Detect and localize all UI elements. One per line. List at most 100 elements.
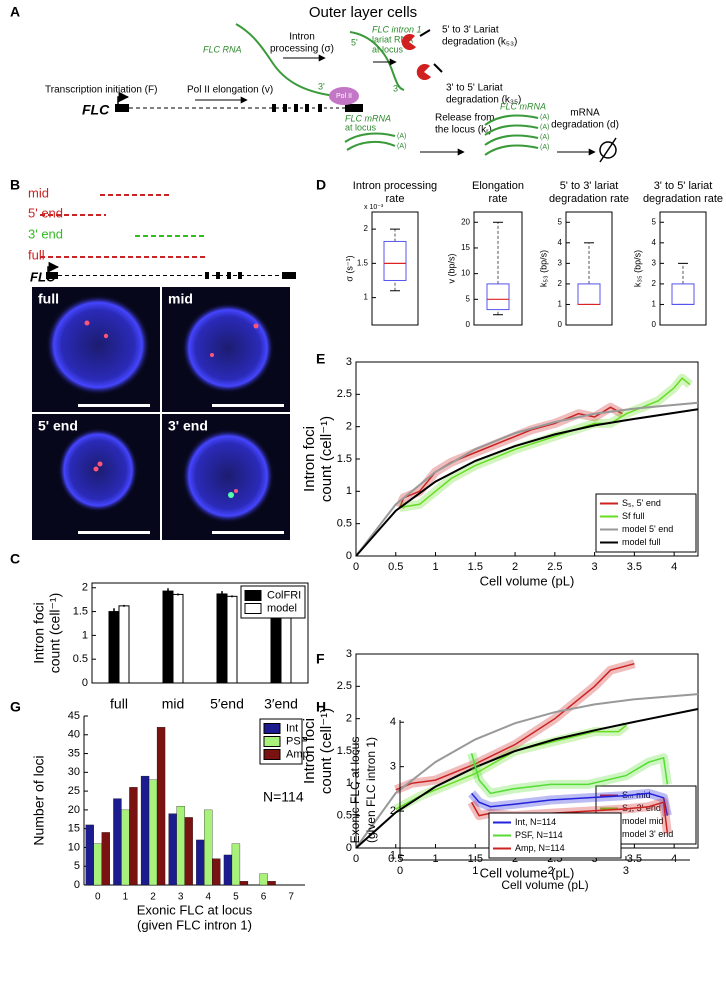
bar: [121, 809, 130, 886]
focus: [228, 492, 234, 498]
y-tick-label: 2.5: [337, 680, 352, 692]
y-tick-label: 0: [74, 879, 80, 891]
panel-label: G: [10, 699, 21, 715]
panel-label: B: [10, 177, 20, 193]
plot-frame: [565, 211, 613, 326]
y-tick-label: 30: [68, 766, 80, 778]
bar: [216, 593, 228, 684]
panel-label: A: [10, 4, 20, 20]
legend-label: Int, N=114: [515, 817, 556, 827]
y-axis-label: σ (s⁻¹): [344, 255, 354, 281]
step-label: 3' to 5' Lariat: [446, 83, 503, 94]
y-tick-label: 3: [346, 648, 352, 660]
step-label: Release from: [435, 113, 494, 124]
y-tick-label: 1: [558, 300, 563, 309]
y-axis-label: (given FLC intron 1): [364, 737, 378, 843]
x-tick-label: 0.5: [388, 561, 403, 573]
y-tick-label: 0.5: [337, 810, 352, 822]
y-tick-label: 0: [82, 677, 88, 689]
step-label: degradation (k₅₃): [442, 37, 517, 48]
legend-label: model: [267, 602, 297, 614]
box: [486, 283, 510, 311]
x-tick-label: 3: [592, 853, 598, 865]
x-tick-label: 2: [512, 561, 518, 573]
annotation: N=114: [263, 789, 304, 805]
panel-label: D: [316, 177, 326, 193]
bar: [239, 881, 249, 886]
y-tick-label: 3: [652, 258, 657, 267]
exon: [238, 272, 242, 279]
y-tick-label: 0.5: [73, 653, 88, 665]
focus: [210, 353, 214, 357]
y-tick-label: 1.5: [73, 605, 88, 617]
y-tick-label: 5: [466, 294, 471, 303]
legend-label: model full: [622, 537, 661, 547]
chart-title: Elongation: [472, 180, 524, 192]
scale-bar: [78, 404, 150, 407]
lariat-strand: [349, 31, 405, 91]
y-tick-label: 3: [390, 761, 396, 773]
image-label: full: [38, 291, 59, 307]
legend-swatch: [244, 603, 262, 614]
y-tick-label: 35: [68, 747, 80, 759]
bar: [231, 843, 241, 886]
focus: [97, 461, 103, 467]
lariat-label: lariat RNA: [372, 34, 413, 44]
x-tick-label: 2.5: [547, 561, 562, 573]
x-tick-label: 2: [150, 892, 156, 903]
y-tick-label: 0: [346, 550, 352, 562]
polya: (A): [540, 144, 549, 151]
y-axis-label: k₅₃ (bp/s): [538, 250, 548, 287]
y-tick-label: 2: [652, 279, 657, 288]
probe-map: mid 5' end 3' end full FLC: [28, 185, 296, 284]
x-tick-label: 3′end: [264, 696, 298, 712]
y-tick-label: 3: [558, 258, 563, 267]
y-axis-label: k₃₅ (bp/s): [632, 250, 642, 287]
bar: [280, 611, 292, 684]
y-axis-label: count (cell⁻¹): [318, 708, 335, 794]
y-tick-label: 1: [346, 777, 352, 789]
y-tick-label: 0.5: [337, 518, 352, 530]
exon: [272, 104, 276, 112]
focus: [234, 489, 238, 493]
bar: [176, 805, 185, 886]
x-tick-label: 3: [592, 561, 598, 573]
legend-label: Int: [286, 722, 298, 734]
x-tick-label: 2: [548, 865, 554, 877]
x-tick-label: 0: [397, 865, 403, 877]
y-tick-label: 10: [68, 841, 80, 853]
box: [383, 240, 407, 281]
bar: [85, 824, 94, 886]
y-tick-label: 0: [558, 320, 563, 329]
step-label: Intron: [289, 32, 315, 43]
box: [671, 283, 695, 305]
y-tick-label: 1: [652, 300, 657, 309]
exon: [282, 272, 296, 279]
probe-label: full: [28, 247, 45, 262]
step-label: Transcription initiation (F): [45, 85, 157, 96]
y-tick-label: 1: [346, 485, 352, 497]
y-tick-label: 3: [346, 356, 352, 368]
x-tick-label: 3.5: [627, 853, 642, 865]
exon: [205, 272, 209, 279]
scale-bar: [212, 404, 284, 407]
lariat-label: at locus: [372, 44, 404, 54]
polya: (A): [540, 134, 549, 141]
chart-title: 3' to 5' lariat: [654, 180, 713, 192]
polya: (A): [540, 114, 549, 121]
focus: [103, 333, 109, 339]
legend-label: model mid: [622, 816, 664, 826]
plot-frame: [371, 211, 419, 326]
cell: [46, 295, 150, 395]
legend-label: model 3' end: [622, 829, 673, 839]
data-line: [471, 792, 669, 816]
y-tick-label: 4: [558, 238, 563, 247]
step-label: Pol II elongation (v): [187, 85, 273, 96]
x-tick-label: 3: [623, 865, 629, 877]
bar: [93, 843, 102, 886]
bar: [267, 881, 276, 886]
step-label: 5' to 3' Lariat: [442, 25, 499, 36]
x-axis-label: Cell volume (pL): [501, 878, 588, 892]
bar: [129, 787, 138, 886]
probe-label: 3' end: [28, 226, 63, 241]
